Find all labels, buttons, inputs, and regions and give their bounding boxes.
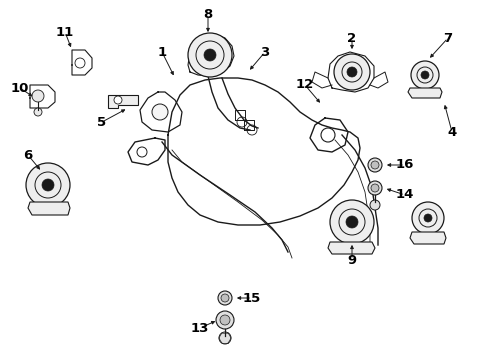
Text: 1: 1 — [157, 45, 167, 58]
Polygon shape — [328, 242, 375, 254]
Circle shape — [346, 216, 358, 228]
Circle shape — [411, 61, 439, 89]
Circle shape — [152, 104, 168, 120]
Text: 12: 12 — [296, 78, 314, 91]
Circle shape — [368, 181, 382, 195]
Circle shape — [219, 332, 231, 344]
Text: 3: 3 — [260, 45, 270, 58]
Circle shape — [424, 214, 432, 222]
Circle shape — [371, 184, 379, 192]
Text: 11: 11 — [56, 26, 74, 39]
Circle shape — [42, 179, 54, 191]
Circle shape — [412, 202, 444, 234]
Text: 14: 14 — [396, 189, 414, 202]
Text: 7: 7 — [443, 31, 453, 45]
Circle shape — [330, 200, 374, 244]
Text: 5: 5 — [98, 116, 106, 129]
Circle shape — [114, 96, 122, 104]
Text: 4: 4 — [447, 126, 457, 139]
Circle shape — [188, 33, 232, 77]
Text: 16: 16 — [396, 158, 414, 171]
Text: 15: 15 — [243, 292, 261, 305]
Circle shape — [334, 54, 370, 90]
Text: 9: 9 — [347, 253, 357, 266]
Polygon shape — [410, 232, 446, 244]
Circle shape — [220, 315, 230, 325]
Circle shape — [216, 311, 234, 329]
Polygon shape — [108, 95, 138, 108]
Circle shape — [218, 291, 232, 305]
Text: 2: 2 — [347, 31, 357, 45]
Polygon shape — [408, 88, 442, 98]
Circle shape — [204, 49, 216, 61]
Circle shape — [26, 163, 70, 207]
Circle shape — [421, 71, 429, 79]
Circle shape — [32, 90, 44, 102]
Polygon shape — [28, 202, 70, 215]
Circle shape — [370, 200, 380, 210]
Circle shape — [347, 67, 357, 77]
Text: 10: 10 — [11, 81, 29, 94]
Text: 13: 13 — [191, 321, 209, 334]
Text: 6: 6 — [24, 149, 33, 162]
Circle shape — [368, 158, 382, 172]
Text: 8: 8 — [203, 9, 213, 22]
Circle shape — [371, 161, 379, 169]
Circle shape — [34, 108, 42, 116]
Circle shape — [221, 294, 229, 302]
